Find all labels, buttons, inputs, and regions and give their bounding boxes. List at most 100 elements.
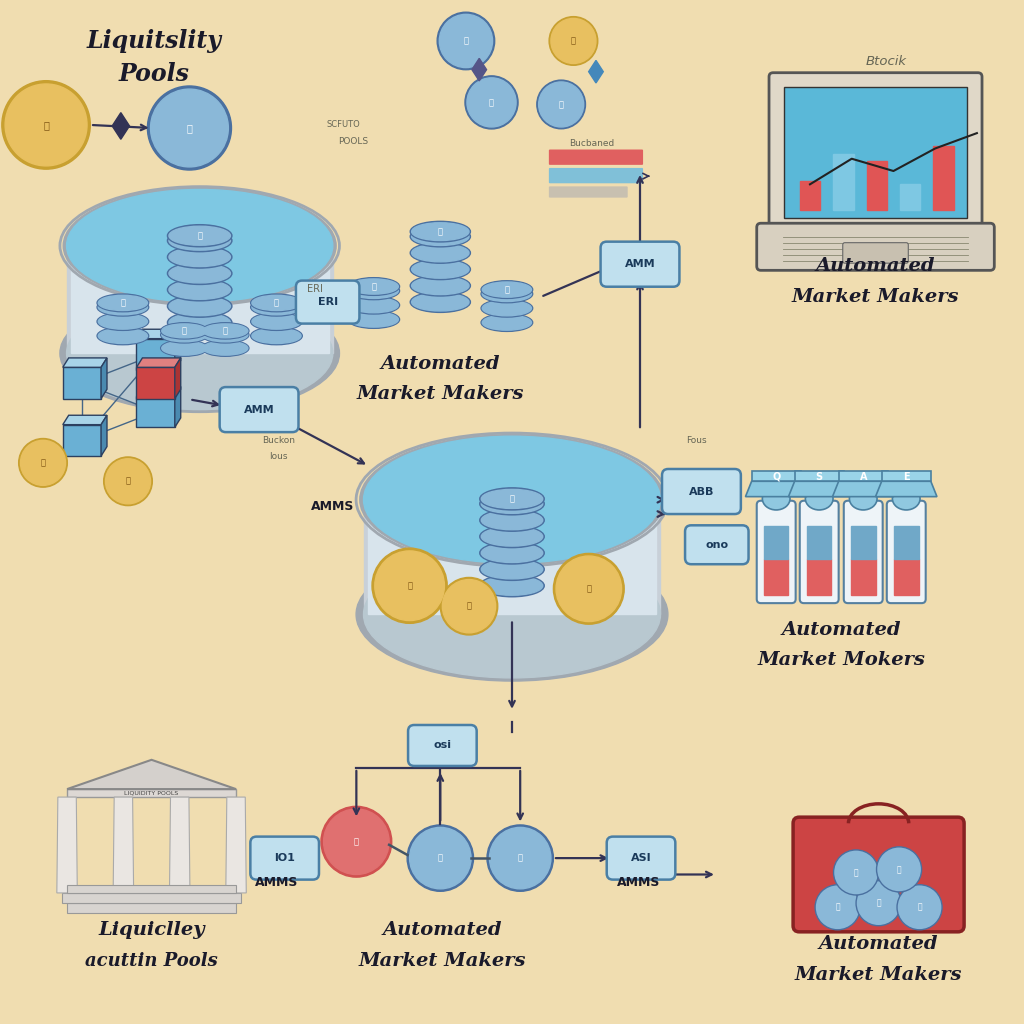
Text: Market Makers: Market Makers xyxy=(358,951,526,970)
Text: acuttin Pools: acuttin Pools xyxy=(85,951,218,970)
Polygon shape xyxy=(169,797,190,893)
Text: ₿: ₿ xyxy=(41,459,45,467)
Ellipse shape xyxy=(169,231,230,250)
Text: ₿: ₿ xyxy=(518,854,522,862)
Polygon shape xyxy=(56,797,77,893)
Ellipse shape xyxy=(482,301,531,315)
Text: AMM: AMM xyxy=(244,404,274,415)
Polygon shape xyxy=(933,146,953,210)
Ellipse shape xyxy=(202,327,249,343)
Polygon shape xyxy=(788,481,850,497)
Circle shape xyxy=(439,14,493,68)
Circle shape xyxy=(147,86,231,170)
Ellipse shape xyxy=(251,294,302,311)
Polygon shape xyxy=(136,396,175,427)
Ellipse shape xyxy=(482,287,531,301)
Ellipse shape xyxy=(893,487,920,510)
FancyBboxPatch shape xyxy=(757,501,796,603)
Circle shape xyxy=(489,827,551,889)
Ellipse shape xyxy=(203,341,248,355)
Ellipse shape xyxy=(202,340,249,356)
Polygon shape xyxy=(136,358,180,368)
Ellipse shape xyxy=(806,487,834,510)
Text: lO1: lO1 xyxy=(274,853,295,863)
Ellipse shape xyxy=(479,542,545,564)
Circle shape xyxy=(442,580,496,633)
Circle shape xyxy=(2,81,90,169)
Ellipse shape xyxy=(169,297,230,315)
Ellipse shape xyxy=(479,525,545,548)
Text: ₿: ₿ xyxy=(854,868,858,877)
Ellipse shape xyxy=(167,229,231,252)
Text: ERI: ERI xyxy=(317,297,338,307)
FancyBboxPatch shape xyxy=(408,725,476,766)
Ellipse shape xyxy=(161,323,208,339)
Ellipse shape xyxy=(98,329,147,343)
Ellipse shape xyxy=(162,324,207,338)
Ellipse shape xyxy=(167,311,231,334)
Polygon shape xyxy=(882,471,931,481)
Text: Automated: Automated xyxy=(819,935,938,953)
Circle shape xyxy=(103,457,153,506)
Ellipse shape xyxy=(162,341,207,355)
Ellipse shape xyxy=(169,226,230,245)
Ellipse shape xyxy=(251,298,302,316)
Polygon shape xyxy=(851,559,876,595)
Circle shape xyxy=(877,847,922,892)
Polygon shape xyxy=(807,525,831,559)
Ellipse shape xyxy=(482,315,531,330)
Ellipse shape xyxy=(97,312,148,331)
Polygon shape xyxy=(62,893,241,903)
FancyBboxPatch shape xyxy=(793,817,965,932)
Circle shape xyxy=(539,82,584,127)
Ellipse shape xyxy=(359,434,665,565)
Text: ERI: ERI xyxy=(307,284,324,294)
Ellipse shape xyxy=(349,312,398,327)
FancyBboxPatch shape xyxy=(549,150,643,165)
Text: AMM: AMM xyxy=(625,259,655,269)
Circle shape xyxy=(440,578,498,635)
Ellipse shape xyxy=(167,224,231,247)
Text: ₿: ₿ xyxy=(126,477,130,485)
Text: ₿: ₿ xyxy=(464,37,468,45)
Text: ₿: ₿ xyxy=(836,903,840,911)
Polygon shape xyxy=(67,885,236,893)
Text: LIQUIDITY POOLS: LIQUIDITY POOLS xyxy=(125,791,178,796)
Polygon shape xyxy=(136,339,175,370)
Ellipse shape xyxy=(169,264,230,283)
Ellipse shape xyxy=(169,313,230,332)
Circle shape xyxy=(897,885,942,930)
Text: AMMS: AMMS xyxy=(311,501,354,513)
Ellipse shape xyxy=(364,436,660,563)
Ellipse shape xyxy=(67,297,333,410)
Ellipse shape xyxy=(252,300,301,314)
FancyBboxPatch shape xyxy=(606,837,676,880)
Ellipse shape xyxy=(481,299,532,317)
Text: Q: Q xyxy=(772,472,780,481)
Polygon shape xyxy=(62,358,106,368)
FancyBboxPatch shape xyxy=(549,186,628,198)
Ellipse shape xyxy=(412,260,469,279)
Ellipse shape xyxy=(349,298,398,312)
Polygon shape xyxy=(364,500,660,614)
Text: SCFUTO: SCFUTO xyxy=(327,121,359,129)
Text: ASI: ASI xyxy=(631,853,651,863)
Text: ₿: ₿ xyxy=(571,37,575,45)
Circle shape xyxy=(437,12,495,70)
Polygon shape xyxy=(589,60,603,83)
Polygon shape xyxy=(62,368,101,398)
Text: ₿: ₿ xyxy=(274,298,279,307)
Text: ₿: ₿ xyxy=(438,227,442,237)
Circle shape xyxy=(465,76,518,129)
FancyBboxPatch shape xyxy=(685,525,749,564)
Ellipse shape xyxy=(479,487,545,510)
Ellipse shape xyxy=(348,282,399,300)
Ellipse shape xyxy=(411,221,470,242)
Ellipse shape xyxy=(364,551,660,678)
Text: ₿: ₿ xyxy=(121,298,125,307)
Circle shape xyxy=(20,440,66,485)
Polygon shape xyxy=(764,525,788,559)
Polygon shape xyxy=(752,471,801,481)
Polygon shape xyxy=(851,525,876,559)
Text: Automated: Automated xyxy=(383,921,502,939)
